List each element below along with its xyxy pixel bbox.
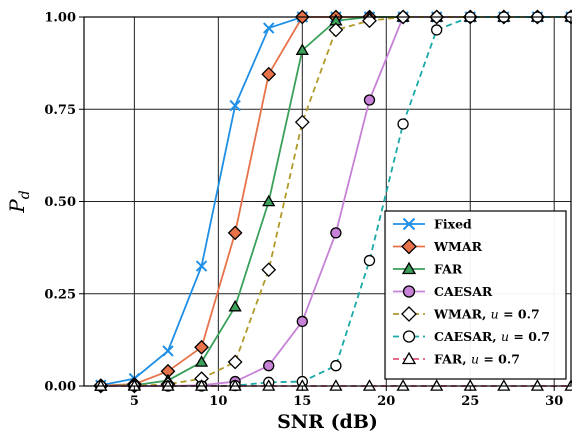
legend-item-wmar: WMAR: [393, 238, 483, 255]
y-tick-label: 0.50: [44, 195, 76, 210]
marker-x: [229, 99, 241, 112]
marker-triangle: [401, 351, 417, 365]
x-axis-label: SNR (dB): [277, 411, 378, 433]
legend-label-text: CAESAR,: [434, 329, 501, 344]
marker-diamond: [194, 339, 209, 355]
marker-triangle: [295, 43, 309, 55]
x-tick-label: 15: [293, 394, 311, 409]
legend-label-wmar: WMAR: [433, 239, 483, 254]
legend-label-wmar-u-0-7: WMAR, u = 0.7: [433, 307, 540, 322]
marker-circle: [397, 118, 409, 130]
marker-triangle: [94, 379, 108, 391]
x-tick-label: 20: [377, 394, 395, 409]
legend-item-far: FAR: [393, 262, 463, 277]
y-tick-label: 0.75: [44, 103, 76, 118]
legend-label-far: FAR: [434, 262, 463, 277]
marker-triangle: [497, 379, 511, 391]
y-tick-label: 0.25: [44, 287, 76, 302]
marker-triangle: [194, 355, 209, 367]
legend-label-text: FAR,: [434, 352, 471, 367]
y-axis-label-sub: d: [17, 190, 33, 199]
marker-triangle: [396, 379, 410, 391]
marker-circle: [363, 94, 376, 106]
marker-circle: [402, 285, 416, 298]
marker-triangle: [228, 299, 242, 312]
legend-item-caesar: CAESAR: [393, 284, 493, 299]
legend-label-fixed: Fixed: [434, 217, 472, 232]
marker-triangle: [262, 194, 276, 207]
marker-x-stroke: [263, 22, 275, 34]
marker-triangle: [401, 261, 417, 275]
marker-circle: [263, 360, 275, 372]
series-markers: [93, 9, 572, 394]
marker-triangle: [564, 379, 572, 391]
y-tick-label: 1.00: [44, 11, 76, 26]
series-markers-far-u-0-7: [94, 379, 572, 391]
legend-label-value: = 0.7: [479, 352, 520, 367]
marker-diamond: [401, 306, 417, 322]
y-axis-ticks: 0.00 0.25 0.50 0.75 1.00: [44, 11, 84, 395]
marker-circle: [402, 330, 416, 343]
legend-item-fixed: Fixed: [393, 217, 472, 232]
y-axis-label-main: P: [5, 199, 29, 214]
marker-triangle: [530, 379, 545, 391]
x-tick-label: 25: [461, 394, 479, 409]
marker-diamond: [328, 22, 344, 38]
legend-label-math: u: [501, 329, 509, 344]
legend-label-far-u-0-7: FAR, u = 0.7: [434, 352, 520, 367]
y-tick-label: 0.00: [44, 380, 76, 395]
legend-label-value: = 0.7: [509, 329, 550, 344]
marker-triangle: [430, 379, 444, 391]
y-axis-label: Pd: [5, 190, 33, 213]
marker-triangle: [228, 379, 242, 391]
marker-circle: [296, 315, 308, 328]
marker-x-stroke: [195, 260, 208, 272]
legend-label-caesar-u-0-7: CAESAR, u = 0.7: [434, 329, 550, 344]
legend-label-caesar: CAESAR: [434, 284, 493, 299]
legend-item-wmar-u-0-7: WMAR, u = 0.7: [393, 306, 540, 322]
x-axis-ticks: 5 10 15 20 25 30: [130, 386, 563, 409]
marker-diamond: [294, 114, 310, 130]
legend-box: [384, 210, 567, 380]
marker-x-stroke: [229, 99, 241, 112]
marker-diamond: [261, 66, 277, 82]
marker-triangle: [262, 379, 276, 391]
marker-diamond: [227, 225, 243, 241]
marker-x: [402, 217, 416, 231]
marker-triangle: [161, 379, 175, 391]
marker-triangle: [194, 379, 209, 391]
legend-label-value: = 0.7: [499, 307, 540, 322]
marker-diamond: [227, 354, 243, 370]
legend-label-math: u: [491, 307, 499, 322]
legend-label-math: u: [471, 352, 479, 367]
marker-x: [162, 345, 174, 357]
marker-circle: [330, 360, 342, 372]
marker-circle: [330, 227, 342, 239]
x-tick-label: 10: [209, 394, 227, 409]
marker-x-stroke: [162, 345, 174, 357]
marker-x-stroke: [402, 217, 416, 231]
marker-triangle: [362, 379, 377, 391]
marker-diamond: [261, 262, 277, 278]
marker-x: [195, 260, 208, 272]
marker-circle: [363, 254, 376, 267]
x-tick-label: 5: [130, 394, 139, 409]
marker-circle: [431, 24, 443, 36]
legend-item-caesar-u-0-7: CAESAR, u = 0.7: [393, 329, 550, 344]
marker-x: [263, 22, 275, 34]
legend-label-text: WMAR,: [433, 307, 491, 322]
legend-item-far-u-0-7: FAR, u = 0.7: [393, 352, 520, 367]
marker-triangle: [329, 379, 343, 391]
marker-diamond: [401, 238, 417, 255]
x-tick-label: 30: [545, 394, 563, 409]
